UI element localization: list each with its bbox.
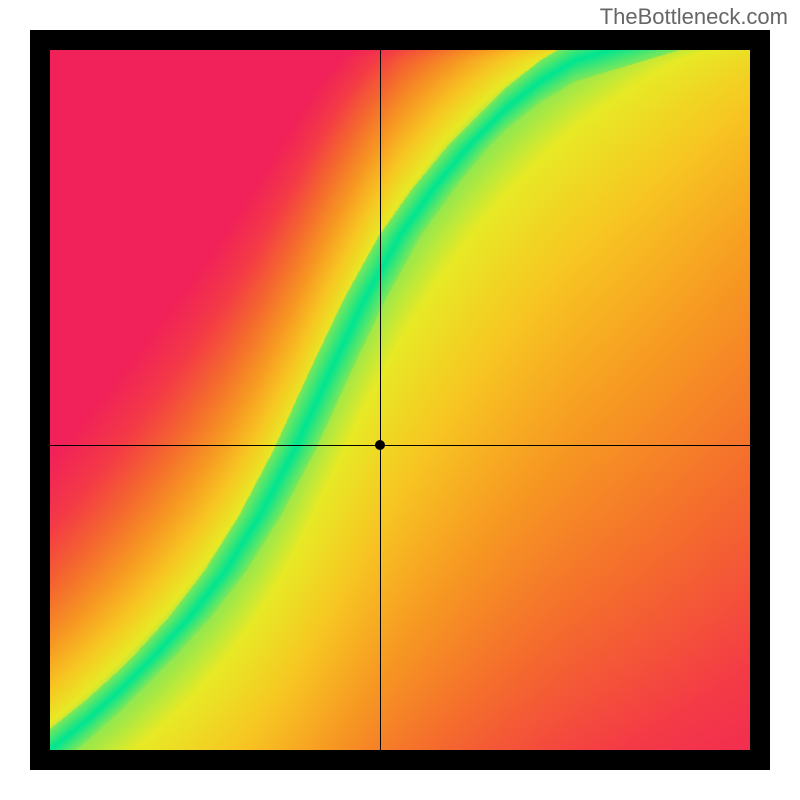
chart-container: TheBottleneck.com (0, 0, 800, 800)
watermark-text: TheBottleneck.com (600, 4, 788, 30)
plot-area (50, 50, 750, 750)
crosshair-horizontal (50, 445, 750, 446)
heatmap-canvas (50, 50, 750, 750)
target-point (375, 440, 385, 450)
crosshair-vertical (380, 50, 381, 750)
chart-frame (30, 30, 770, 770)
